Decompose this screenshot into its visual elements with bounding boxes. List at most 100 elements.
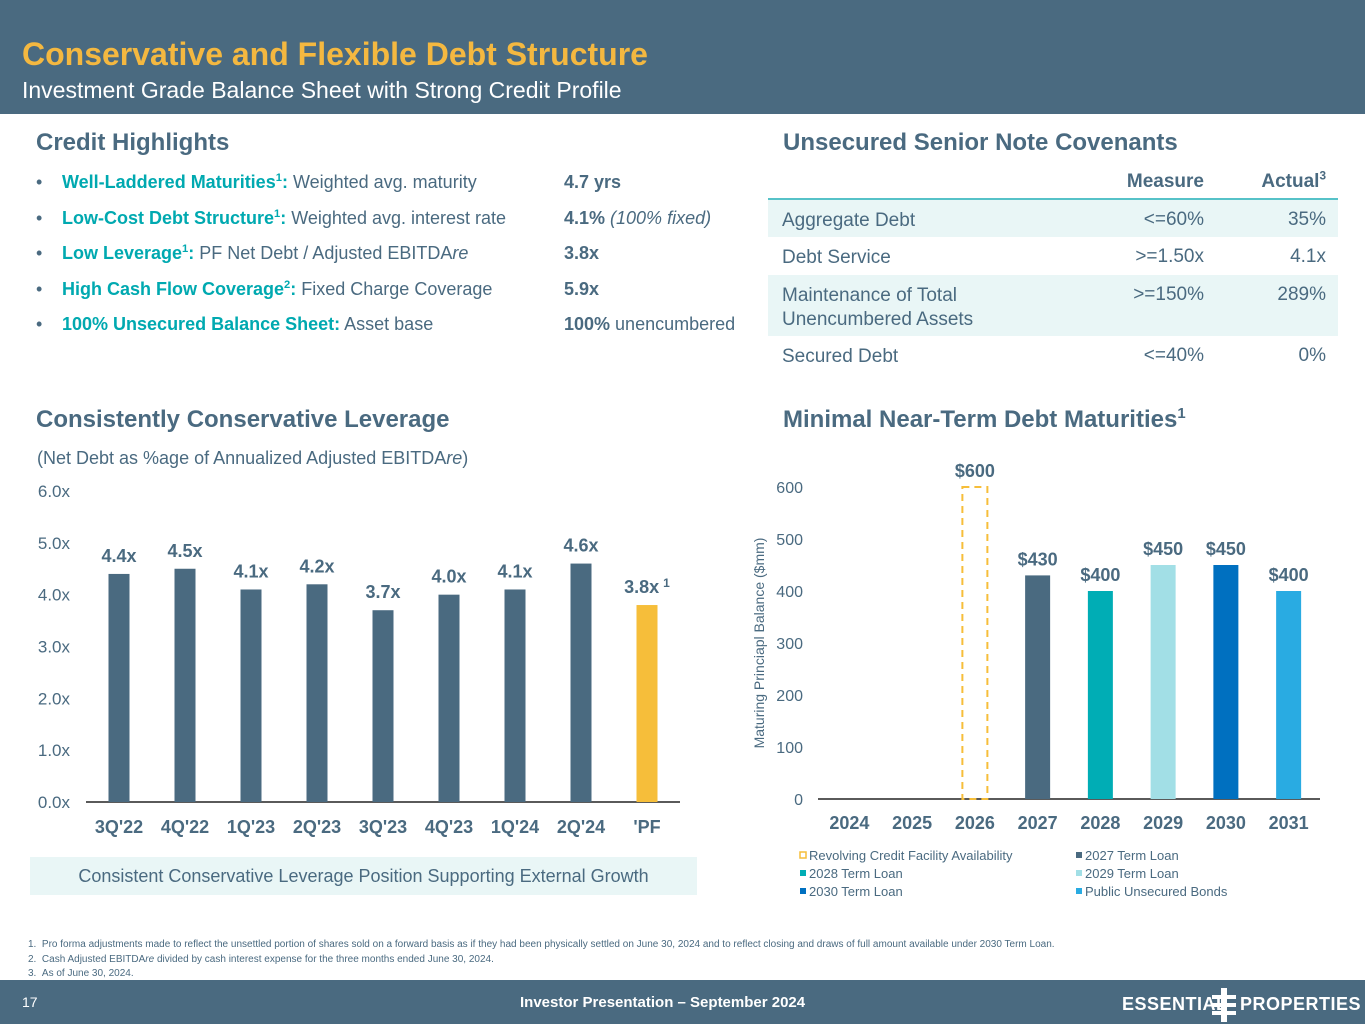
highlight-row: • Well-Laddered Maturities1: Weighted av…: [36, 168, 766, 204]
table-row: Secured Debt <=40% 0%: [768, 336, 1338, 374]
covenant-name: Maintenance of Total Unencumbered Assets: [782, 284, 973, 332]
x-tick-label: 2025: [892, 813, 932, 833]
x-tick-label: 2024: [829, 813, 869, 833]
legend-label: 2029 Term Loan: [1085, 866, 1179, 881]
y-tick-label: 6.0x: [38, 482, 71, 501]
credit-highlights-list: • Well-Laddered Maturities 1: Weighted av…: [36, 168, 766, 346]
y-tick-label: 5.0x: [38, 534, 71, 553]
covenants-title: Unsecured Senior Note Covenants: [783, 129, 1178, 156]
data-label: $600: [955, 461, 995, 481]
footnote-ref: 3: [1319, 169, 1326, 183]
credit-highlights-title: Credit Highlights: [36, 129, 230, 156]
y-axis-label: Maturing Princiapl Balance ($mm): [751, 538, 767, 749]
footnotes: 1. Pro forma adjustments made to reflect…: [28, 938, 1055, 982]
maturities-chart: 0 100 200 300 400 500 600 Maturing Princiapl Ba…: [751, 461, 1320, 899]
highlight-row: • Low Leverage1: PF Net Debt / Adjusted …: [36, 239, 766, 275]
footnote-text: Pro forma adjustments made to reflect th…: [41, 939, 1055, 950]
highlight-desc: Weighted avg. maturity: [287, 172, 477, 192]
covenant-name-line2: Unencumbered Assets: [782, 309, 974, 330]
colon: :: [188, 243, 195, 263]
bar: [636, 605, 658, 802]
data-label: $450: [1143, 539, 1183, 559]
leverage-chart: 0.0x 1.0x 2.0x 3.0x 4.0x 5.0x 6.0x 4.4x 3Q'22 4.5…: [38, 482, 680, 837]
highlight-label: Well-Laddered Maturities: [62, 172, 276, 192]
highlight-label: Low-Cost Debt Structure: [62, 207, 275, 228]
y-tick-label: 1.0x: [38, 741, 71, 760]
highlight-value: 4.1%: [564, 207, 606, 228]
footnote-text-pre: Cash Adjusted EBITDA: [41, 953, 146, 965]
legend-label: 2027 Term Loan: [1085, 848, 1179, 863]
leverage-callout: Consistent Conservative Leverage Positio…: [30, 857, 697, 895]
footnote-2: 2. Cash Adjusted EBITDAre divided by cas…: [28, 953, 1055, 968]
x-tick-label: 'PF: [633, 817, 660, 837]
data-label: 4.2x: [299, 556, 334, 576]
bullet: •: [36, 243, 43, 263]
data-label: $400: [1269, 565, 1309, 585]
x-tick-label: 3Q'23: [359, 817, 407, 837]
page-number: 17: [22, 994, 38, 1010]
covenant-name: Aggregate Debt: [782, 210, 916, 231]
colon: :: [280, 207, 287, 228]
legend-swatch: [1076, 870, 1082, 876]
table-row: Debt Service >=1.50x 4.1x: [768, 237, 1338, 275]
highlight-row: • Low-Cost Debt Structure1: Weighted avg…: [36, 204, 766, 240]
y-tick-label: 2.0x: [38, 689, 71, 708]
footnote-ref: 2: [284, 278, 291, 291]
bar: [108, 573, 130, 802]
bar: [372, 610, 394, 802]
legend-swatch: [1076, 852, 1082, 858]
bar: [1276, 591, 1302, 799]
bullet: •: [36, 278, 43, 299]
legend-swatch: [800, 870, 806, 876]
highlight-label: Low Leverage: [62, 243, 183, 263]
leverage-subtitle-close: ): [462, 448, 469, 468]
highlight-value: 100%: [564, 314, 611, 334]
leverage-subtitle: (Net Debt as %age of Annualized Adjusted…: [37, 448, 468, 469]
x-tick-label: 2026: [955, 813, 995, 833]
highlight-desc: Asset base: [340, 314, 434, 334]
highlight-value: 3.8x: [564, 243, 600, 263]
data-label: 3.8x 1: [624, 576, 670, 597]
y-tick-label: 0.0x: [38, 793, 71, 812]
legend-label: Revolving Credit Facility Availability: [809, 848, 1013, 863]
column-header-measure: Measure: [1126, 171, 1204, 192]
highlight-row: • High Cash Flow Coverage2: Fixed Charge…: [36, 275, 766, 311]
data-label: $400: [1080, 565, 1120, 585]
y-tick-label: 400: [776, 584, 803, 601]
highlight-row: • 100% Unsecured Balance Sheet: Asset ba…: [36, 310, 766, 346]
presentation-title: Investor Presentation – September 2024: [520, 994, 806, 1011]
x-tick-label: 1Q'24: [491, 817, 539, 837]
x-tick-label: 2Q'23: [293, 817, 341, 837]
footnote-ref: 1: [274, 207, 281, 220]
legend-swatch: [800, 888, 806, 894]
legend-label: 2028 Term Loan: [809, 866, 903, 881]
covenant-measure: <=60%: [1143, 209, 1204, 230]
x-tick-label: 2031: [1269, 813, 1309, 833]
footnote-text-italic: re: [145, 953, 155, 965]
y-tick-label: 600: [776, 480, 803, 497]
covenant-actual: 4.1x: [1290, 246, 1326, 267]
covenants-table: Measure Actual3 Aggregate Debt <=60% 35%…: [768, 166, 1338, 374]
x-tick-label: 2Q'24: [557, 817, 605, 837]
leverage-title: Consistently Conservative Leverage: [36, 406, 450, 433]
covenant-measure: <=40%: [1143, 345, 1204, 366]
footnote-1: 1. Pro forma adjustments made to reflect…: [28, 938, 1055, 953]
column-header-actual: Actual3: [1261, 169, 1326, 193]
x-tick-label: 4Q'22: [161, 817, 209, 837]
y-tick-label: 3.0x: [38, 638, 71, 657]
page-subtitle: Investment Grade Balance Sheet with Stro…: [22, 77, 622, 103]
bar-dashed: [961, 486, 989, 800]
x-tick-label: 1Q'23: [227, 817, 275, 837]
data-label: 4.1x: [497, 561, 532, 581]
footnote-number: 2.: [28, 953, 37, 965]
page-title: Conservative and Flexible Debt Structure: [22, 36, 648, 72]
highlight-value-rest: unencumbered: [610, 314, 736, 334]
data-label: 4.1x: [233, 561, 268, 581]
bar: [570, 563, 592, 802]
bullet: •: [36, 314, 43, 334]
legend-label: Public Unsecured Bonds: [1085, 884, 1228, 899]
bar: [1150, 565, 1176, 799]
bar: [240, 589, 262, 802]
covenants-header-row: Measure Actual3: [768, 166, 1338, 200]
logo-word-properties: PROPERTIES: [1240, 994, 1362, 1014]
